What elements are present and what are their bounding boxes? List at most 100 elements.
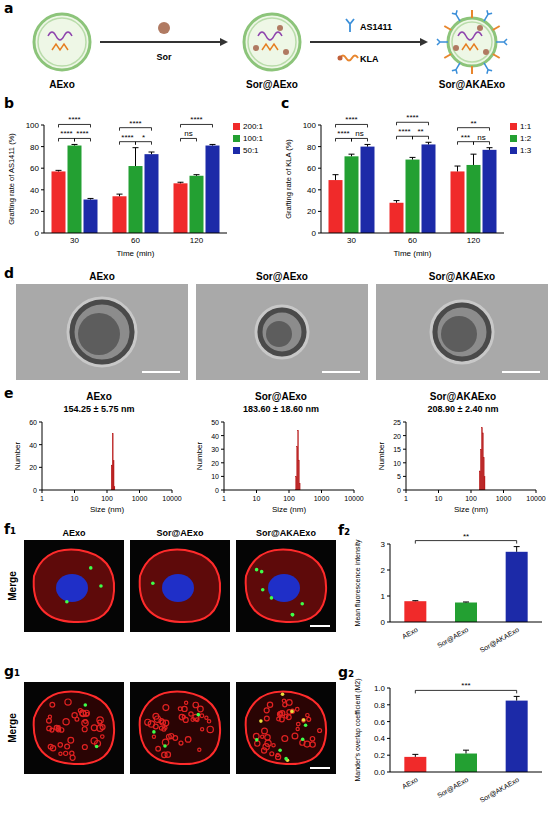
green-signal: [152, 730, 156, 734]
x-tick-label: 100: [101, 495, 113, 502]
mitochondria: [207, 726, 213, 732]
x-tick-label: 10000: [344, 495, 364, 502]
error-bar: [149, 152, 155, 154]
y-axis-title: Grafting rate of AS1411 (%): [7, 133, 16, 225]
as1411-aptamer: [496, 39, 507, 45]
bar: [145, 154, 159, 233]
scale-bar: [310, 767, 330, 769]
green-signal: [290, 710, 294, 714]
y-tick-label: 40: [29, 442, 37, 449]
mitochondria: [282, 699, 285, 702]
x-tick-label: 1000: [496, 495, 512, 502]
significance-label: ****: [76, 129, 88, 138]
kla-peptide: [493, 26, 500, 30]
bar: [506, 701, 528, 772]
x-tick: [107, 490, 108, 493]
x-tick-label: 10000: [162, 495, 182, 502]
error-bar: [410, 157, 416, 159]
bar: [113, 196, 127, 233]
sorafenib: [253, 45, 259, 51]
green-signal: [89, 566, 93, 570]
mitochondria: [304, 741, 310, 747]
y-tick-label: 40: [307, 186, 316, 195]
histogram-bar: [112, 433, 114, 490]
legend-label: 50:1: [243, 146, 259, 155]
mitochondria: [198, 748, 201, 751]
y-tick: [318, 146, 321, 147]
panel-letter: d: [4, 265, 14, 281]
scale-bar: [502, 371, 540, 373]
kla-peptide: [471, 10, 473, 18]
bar-chart: 0204060801003060120Time (min)Grafting ra…: [284, 113, 532, 258]
y-tick-label: 25: [393, 419, 401, 426]
error-bar: [412, 600, 418, 602]
y-tick: [387, 755, 390, 756]
as1411-aptamer: [452, 63, 460, 74]
chart-subtitle: 208.90 ± 2.40 nm: [428, 404, 499, 414]
cell-membrane: [140, 550, 220, 623]
confocal-image: [130, 540, 230, 632]
bar: [404, 757, 426, 772]
error-bar: [72, 144, 78, 145]
significance-bracket: [181, 124, 213, 127]
y-tick-label: 20: [30, 207, 39, 216]
legend-swatch: [233, 135, 240, 142]
y-tick-label: 0.4: [374, 734, 386, 743]
green-signal: [291, 613, 295, 617]
mitochondria: [263, 744, 269, 750]
y-tick-label: 60: [307, 164, 316, 173]
y-axis: [42, 422, 43, 490]
legend-swatch: [510, 135, 517, 142]
y-tick-label: 0: [35, 229, 40, 238]
image-title: Sor@AKAExo: [256, 528, 316, 538]
x-axis-title: Size (nm): [454, 505, 489, 514]
y-axis-title: Number: [377, 441, 386, 470]
significance-bracket: [120, 142, 136, 145]
green-signal: [261, 588, 265, 592]
mitochondria: [179, 714, 184, 719]
sorafenib: [283, 49, 289, 55]
mitochondria: [47, 726, 52, 731]
y-axis: [390, 544, 391, 622]
y-tick-label: 10: [211, 473, 219, 480]
x-tick-label: 30: [70, 236, 79, 245]
y-tick-label: 0.6: [374, 718, 386, 727]
mitochondria: [295, 707, 299, 711]
scale-bar: [142, 371, 180, 373]
marks: [111, 433, 115, 490]
significance-bracket: [75, 138, 91, 141]
y-axis-title: Number: [13, 441, 22, 470]
nucleus: [56, 574, 88, 602]
error-bar: [426, 142, 432, 144]
mitochondria: [189, 712, 193, 716]
y-tick-label: 0: [33, 487, 37, 494]
kla-peptide: [444, 26, 451, 30]
green-signal: [151, 582, 155, 586]
chart-subtitle: 183.60 ± 18.60 nm: [243, 404, 319, 414]
y-tick-label: 80: [307, 143, 316, 152]
x-tick: [289, 490, 290, 493]
y-tick-label: 5: [397, 473, 401, 480]
error-bar: [471, 154, 477, 165]
histogram: 0204060110100100010000AExo154.25 ± 5.75 …: [13, 391, 182, 514]
significance-label: ns: [355, 129, 363, 138]
x-tick-label: 1: [40, 495, 44, 502]
tem-halo: [68, 298, 136, 366]
bar: [483, 150, 497, 233]
mitochondria: [292, 733, 298, 739]
green-signal: [65, 600, 69, 604]
mitochondria: [70, 751, 74, 755]
tem-vesicle: [260, 310, 304, 354]
green-signal: [291, 613, 295, 617]
x-axis-title: Size (nm): [272, 505, 307, 514]
y-tick-label: 80: [30, 143, 39, 152]
significance-label: ns: [477, 133, 485, 142]
mitochondria: [182, 706, 187, 711]
x-tick: [406, 490, 407, 493]
histogram-bar: [296, 476, 297, 490]
mitochondria: [182, 715, 185, 718]
bar: [455, 754, 477, 772]
mitochondria: [296, 727, 299, 730]
confocal-image: [236, 682, 336, 774]
mitochondria: [307, 717, 311, 721]
